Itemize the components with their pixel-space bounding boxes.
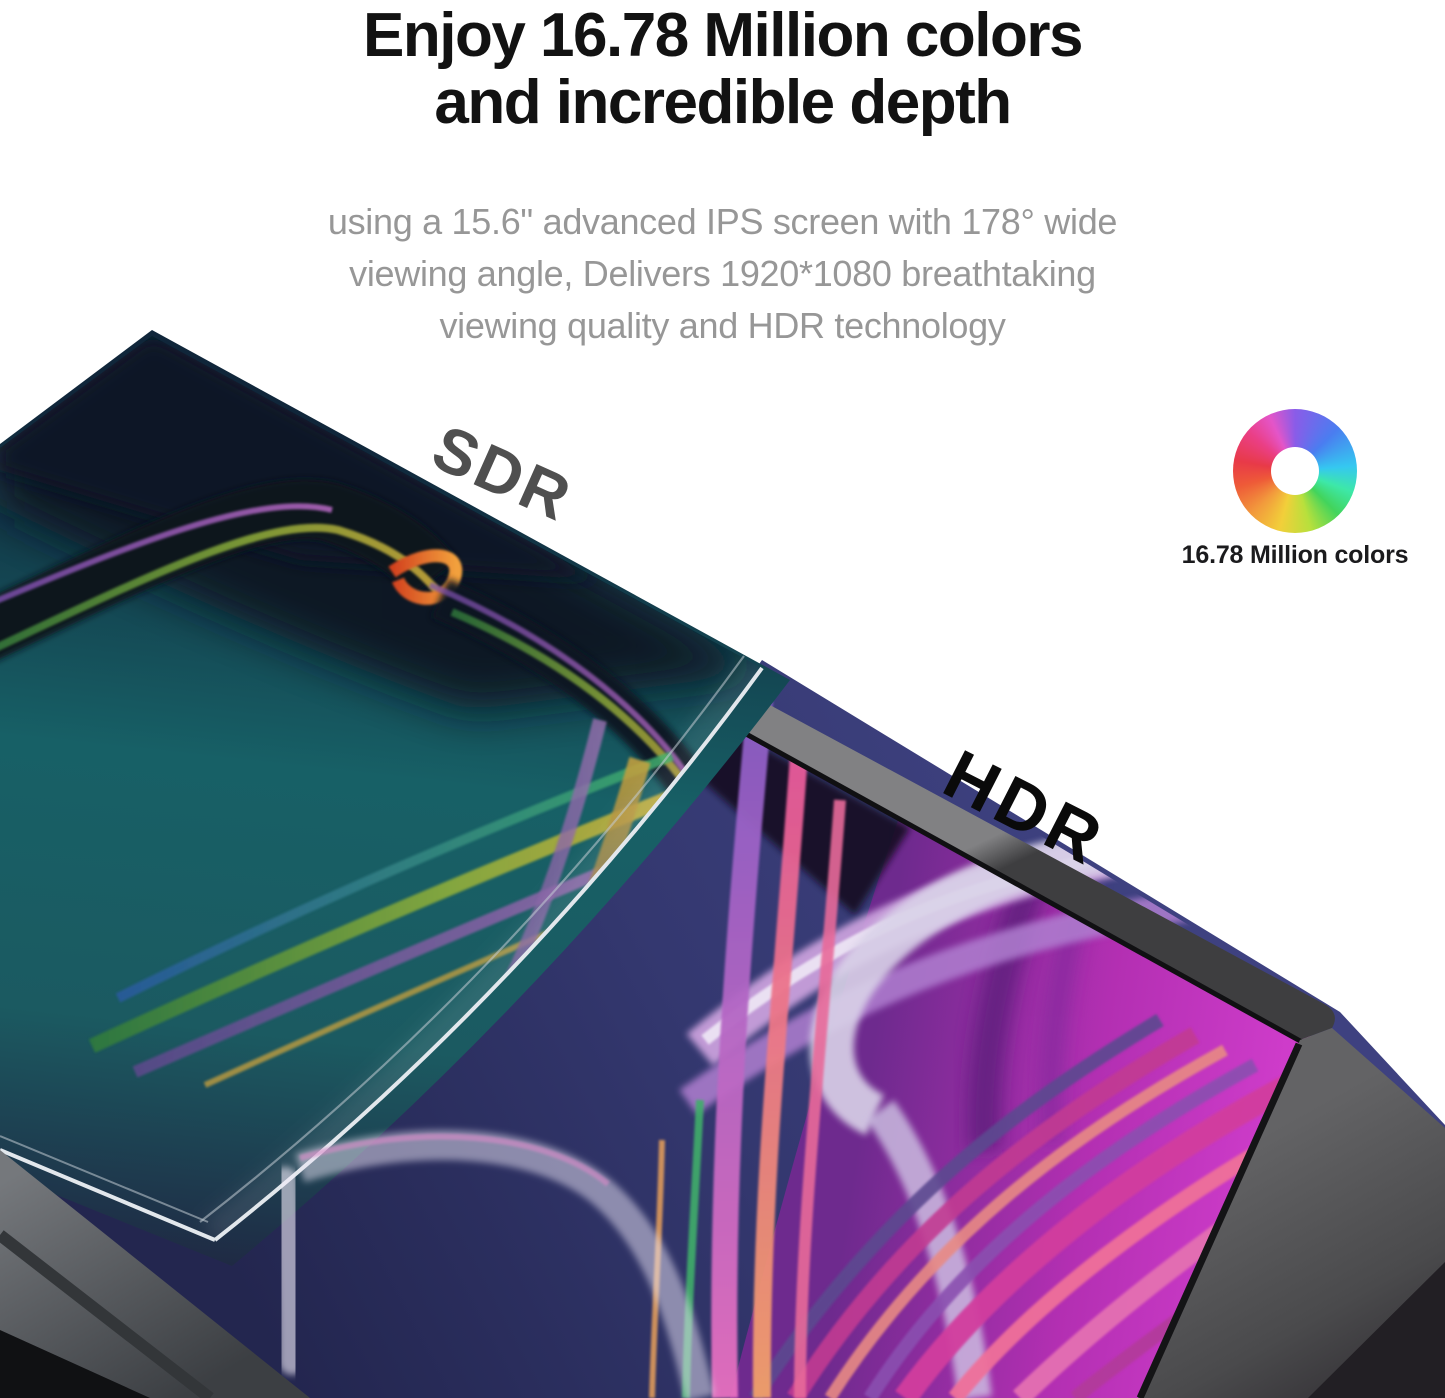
color-wheel-hole: [1271, 447, 1319, 495]
color-wheel-icon: [1233, 409, 1357, 533]
headline: Enjoy 16.78 Million colors and incredibl…: [0, 2, 1445, 136]
subtitle-line-2: viewing angle, Delivers 1920*1080 breath…: [349, 253, 1096, 294]
hdr-monitor-bezel-right: [1138, 1028, 1445, 1398]
color-wheel-caption: 16.78 Million colors: [1181, 541, 1409, 569]
subtitle-line-3: viewing quality and HDR technology: [439, 305, 1006, 346]
sdr-monitor-bottom-bezel: [0, 1150, 310, 1398]
subtitle: using a 15.6" advanced IPS screen with 1…: [0, 196, 1445, 352]
headline-line-1: Enjoy 16.78 Million colors: [363, 1, 1084, 70]
subtitle-line-1: using a 15.6" advanced IPS screen with 1…: [327, 201, 1118, 242]
hdr-monitor-bezel-top: [700, 682, 1335, 1040]
headline-line-2: and incredible depth: [434, 68, 1012, 137]
